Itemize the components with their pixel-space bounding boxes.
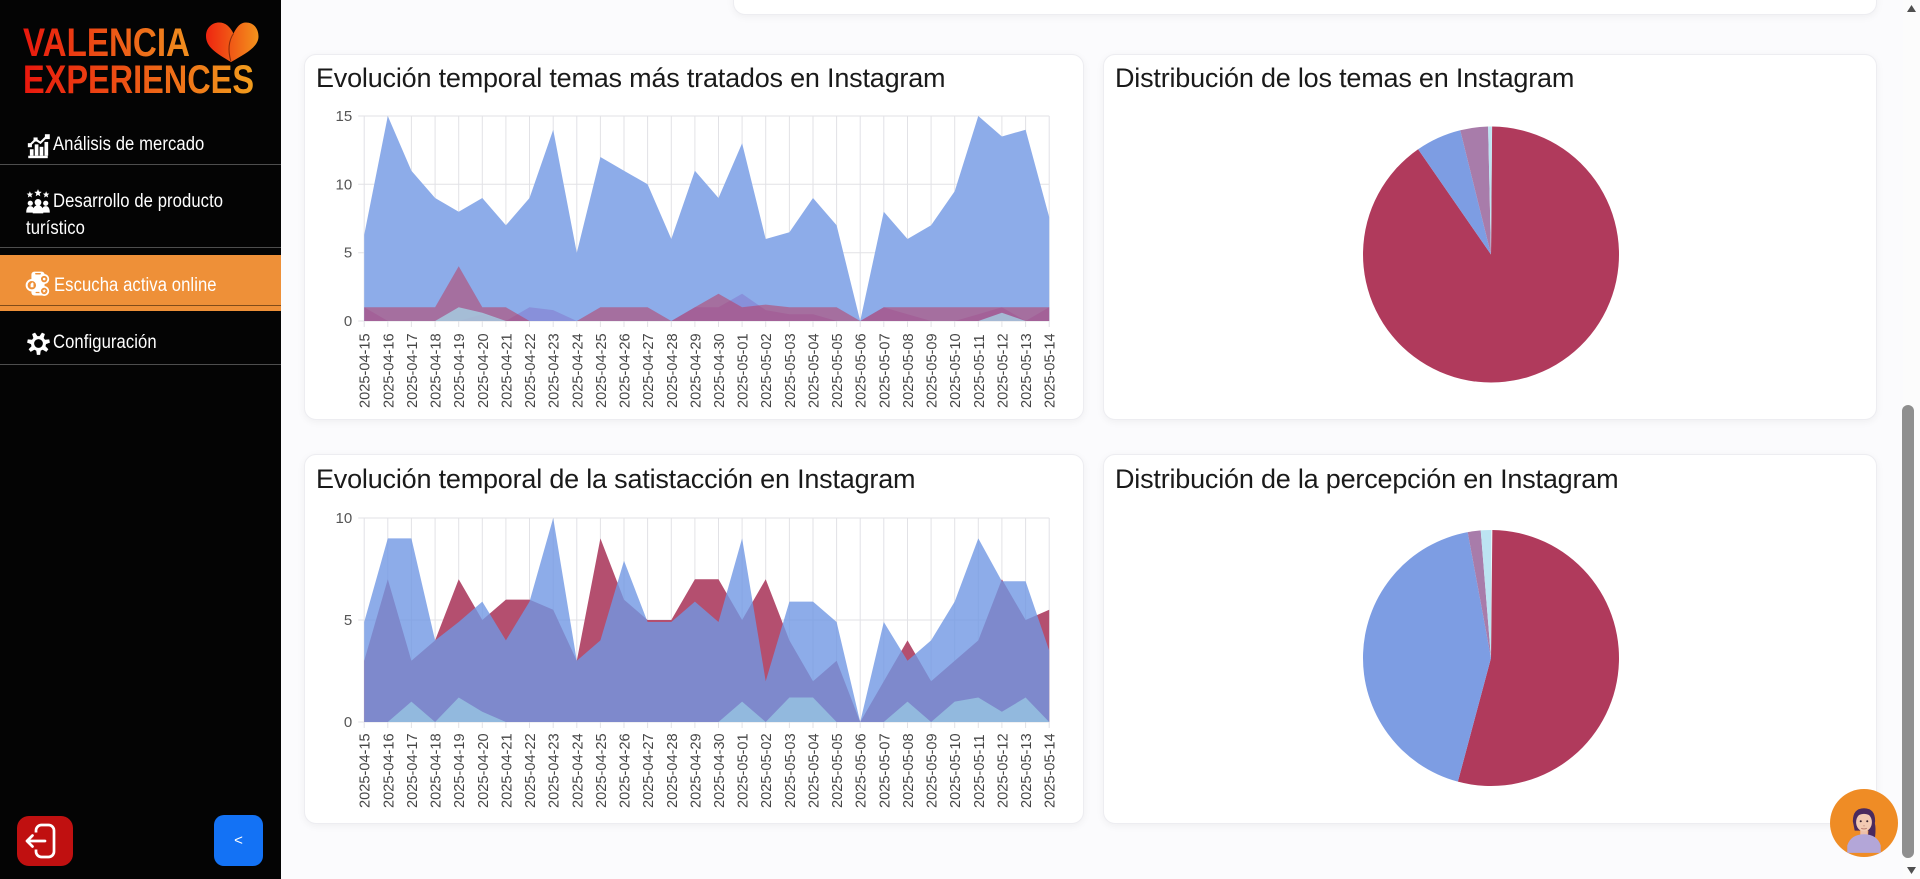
svg-text:2025-04-24: 2025-04-24 [570,333,586,408]
svg-text:2025-05-05: 2025-05-05 [830,333,846,408]
svg-text:2025-04-30: 2025-04-30 [712,333,728,408]
svg-text:2025-04-20: 2025-04-20 [476,733,492,808]
svg-text:2025-05-03: 2025-05-03 [783,333,799,408]
svg-text:5: 5 [344,245,352,262]
svg-text:2025-04-16: 2025-04-16 [381,733,397,808]
svg-text:2025-04-29: 2025-04-29 [688,733,704,808]
svg-text:2025-05-02: 2025-05-02 [759,333,775,408]
svg-text:2025-05-08: 2025-05-08 [901,733,917,808]
svg-text:2025-04-26: 2025-04-26 [618,333,634,408]
svg-text:2025-04-28: 2025-04-28 [665,333,681,408]
svg-text:2025-05-09: 2025-05-09 [925,733,941,808]
svg-text:VALENCIA: VALENCIA [23,21,190,65]
svg-text:15: 15 [336,108,353,125]
svg-text:2025-04-19: 2025-04-19 [452,333,468,408]
svg-text:2025-05-12: 2025-05-12 [995,733,1011,808]
svg-text:2025-05-13: 2025-05-13 [1019,333,1035,408]
svg-text:2025-05-10: 2025-05-10 [948,333,964,408]
svg-text:0: 0 [344,714,352,731]
svg-text:2025-05-10: 2025-05-10 [948,733,964,808]
svg-text:2025-04-25: 2025-04-25 [594,733,610,808]
svg-text:2025-04-22: 2025-04-22 [523,333,539,408]
svg-text:2025-04-21: 2025-04-21 [499,333,515,408]
svg-text:2025-05-04: 2025-05-04 [807,333,823,408]
svg-text:2025-05-07: 2025-05-07 [877,733,893,808]
svg-text:2025-05-06: 2025-05-06 [854,733,870,808]
svg-text:2025-05-02: 2025-05-02 [759,733,775,808]
svg-text:2025-04-16: 2025-04-16 [381,333,397,408]
svg-text:2025-04-22: 2025-04-22 [523,733,539,808]
svg-text:2025-04-23: 2025-04-23 [547,733,563,808]
svg-text:2025-04-18: 2025-04-18 [429,333,445,408]
svg-text:2025-05-14: 2025-05-14 [1043,733,1059,808]
svg-text:2025-04-21: 2025-04-21 [499,733,515,808]
svg-text:2025-04-17: 2025-04-17 [405,733,421,808]
svg-text:2025-05-01: 2025-05-01 [736,333,752,408]
svg-text:2025-04-30: 2025-04-30 [712,733,728,808]
svg-text:2025-05-13: 2025-05-13 [1019,733,1035,808]
svg-text:5: 5 [344,612,352,629]
svg-text:0: 0 [344,313,352,330]
svg-text:2025-05-03: 2025-05-03 [783,733,799,808]
svg-text:2025-04-17: 2025-04-17 [405,333,421,408]
svg-text:2025-04-25: 2025-04-25 [594,333,610,408]
svg-text:2025-04-29: 2025-04-29 [688,333,704,408]
svg-text:2025-05-12: 2025-05-12 [995,333,1011,408]
svg-text:2025-04-27: 2025-04-27 [641,733,657,808]
svg-text:2025-05-09: 2025-05-09 [925,333,941,408]
svg-text:2025-04-18: 2025-04-18 [429,733,445,808]
svg-text:2025-04-20: 2025-04-20 [476,333,492,408]
svg-text:EXPERIENCES: EXPERIENCES [23,58,254,102]
svg-text:2025-04-28: 2025-04-28 [665,733,681,808]
svg-text:2025-04-15: 2025-04-15 [358,733,374,808]
svg-text:2025-05-11: 2025-05-11 [972,734,988,808]
svg-text:2025-04-15: 2025-04-15 [358,333,374,408]
svg-text:2025-05-06: 2025-05-06 [854,333,870,408]
svg-text:2025-05-08: 2025-05-08 [901,333,917,408]
svg-text:2025-05-01: 2025-05-01 [736,733,752,808]
svg-text:10: 10 [336,510,353,527]
svg-text:2025-05-07: 2025-05-07 [877,333,893,408]
svg-text:2025-04-26: 2025-04-26 [618,733,634,808]
svg-text:2025-05-14: 2025-05-14 [1043,333,1059,408]
svg-text:2025-05-05: 2025-05-05 [830,733,846,808]
svg-text:10: 10 [336,176,353,193]
svg-text:2025-04-23: 2025-04-23 [547,333,563,408]
svg-text:2025-04-27: 2025-04-27 [641,333,657,408]
svg-text:2025-04-24: 2025-04-24 [570,733,586,808]
svg-text:2025-05-11: 2025-05-11 [972,334,988,408]
svg-text:2025-04-19: 2025-04-19 [452,733,468,808]
svg-text:2025-05-04: 2025-05-04 [807,733,823,808]
